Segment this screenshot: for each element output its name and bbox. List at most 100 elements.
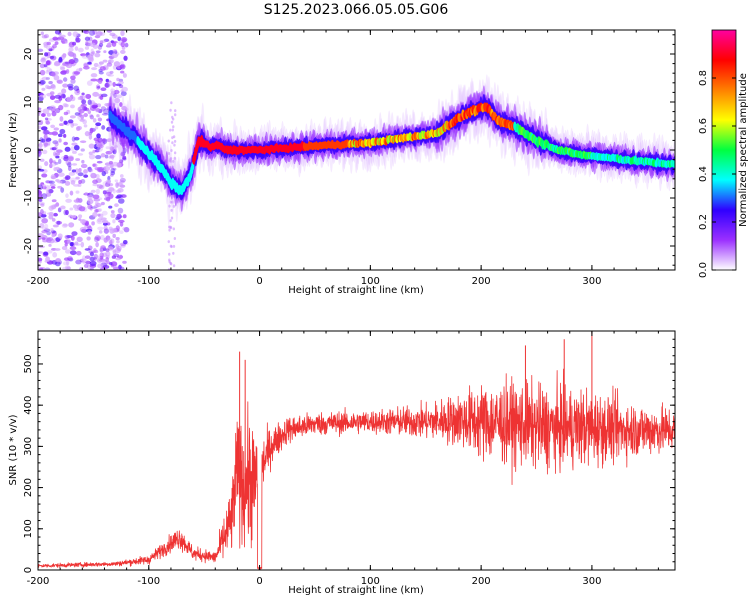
spectrogram-noise-cell (113, 61, 121, 67)
spectrogram-noise-cell (100, 234, 105, 241)
spectrogram-noise-cell (39, 119, 44, 125)
spectrogram-noise-cell (117, 198, 125, 204)
spectrogram-noise-cell (43, 33, 50, 39)
spectrogram-noise-cell (109, 70, 114, 74)
spectrogram-noise-cell (55, 220, 63, 225)
spectrogram-noise-cell (39, 80, 46, 85)
spectrogram-noise-cell (110, 90, 115, 96)
spectrogram-noise-cell (122, 239, 128, 245)
spectrogram-noise-cell (120, 194, 127, 198)
spectrogram-noise-cell (75, 176, 80, 180)
spectrogram-noise-cell (98, 42, 104, 47)
spectrogram-noise-cell (95, 242, 99, 248)
spectrogram-noise-cell (84, 36, 91, 42)
spectrogram-noise-cell (53, 204, 57, 208)
spectrogram-noise-cell (168, 252, 171, 256)
spectrogram-noise-cell (87, 198, 94, 205)
spectrogram-noise-cell (80, 53, 87, 57)
spectrogram-noise-cell (93, 62, 99, 68)
spectrogram-noise-cell (168, 204, 171, 208)
spectrogram-noise-cell (50, 186, 56, 189)
spectrogram-noise-cell (73, 199, 80, 203)
spectrogram-noise-cell (122, 157, 127, 161)
spectrogram-noise-cell (70, 179, 76, 185)
spectrogram-ytick-label: 10 (23, 96, 34, 109)
spectrogram-noise-cell (59, 116, 64, 122)
spectrogram-noise-cell (104, 196, 111, 201)
spectrogram-ytick-label: 0 (23, 147, 34, 153)
spectrogram-noise-cell (61, 223, 68, 228)
spectrogram-noise-cell (112, 167, 117, 171)
spectrogram-noise-cell (75, 190, 80, 194)
spectrogram-noise-cell (60, 66, 66, 71)
spectrogram-noise-cell (43, 142, 47, 148)
spectrogram-noise-cell (80, 219, 86, 224)
spectrogram-noise-cell (87, 230, 92, 235)
spectrogram-noise-cell (118, 181, 123, 187)
spectrogram-noise-cell (97, 213, 101, 217)
spectrogram-noise-cell (62, 102, 68, 108)
spectrogram-noise-cell (78, 214, 83, 219)
spectrogram-noise-cell (115, 189, 121, 194)
colorbar-tick-label: 0.6 (698, 118, 709, 134)
spectrogram-noise-cell (51, 72, 56, 77)
spectrogram-noise-cell (94, 235, 102, 241)
spectrogram-noise-cell (124, 42, 129, 48)
spectrogram-noise-cell (96, 184, 103, 189)
spectrogram-noise-cell (80, 148, 85, 152)
spectrogram-noise-cell (94, 149, 100, 153)
spectrogram-noise-cell (71, 169, 77, 173)
spectrogram-noise-cell (97, 208, 103, 212)
spectrogram-noise-cell (54, 142, 59, 147)
spectrogram-noise-cell (98, 71, 104, 75)
spectrogram-noise-cell (67, 31, 72, 37)
spectrogram-noise-cell (68, 44, 75, 49)
spectrogram-noise-cell (169, 108, 172, 112)
spectrogram-noise-cell (172, 204, 176, 208)
spectrogram-noise-cell (53, 62, 61, 67)
spectrogram-noise-cell (53, 212, 58, 217)
spectrogram-noise-cell (85, 41, 89, 46)
spectrogram-noise-cell (97, 255, 101, 260)
spectrogram-noise-cell (90, 206, 98, 209)
spectrogram-noise-cell (97, 217, 102, 223)
spectrogram-noise-cell (46, 66, 51, 73)
spectrogram-noise-cell (78, 179, 82, 185)
spectrogram-noise-cell (116, 240, 120, 244)
spectrogram-noise-cell (49, 95, 56, 100)
spectrogram-noise-cell (97, 226, 104, 231)
spectrogram-noise-cell (95, 188, 100, 195)
snr-xtick-label: 300 (582, 576, 601, 587)
spectrogram-noise-cell (88, 134, 93, 140)
spectrogram-noise-cell (70, 78, 76, 84)
spectrogram-noise-cell (95, 31, 103, 37)
spectrogram-noise-cell (64, 181, 71, 186)
snr-plot-area (38, 331, 675, 570)
spectrogram-noise-cell (38, 192, 43, 198)
spectrogram-noise-cell (96, 133, 101, 139)
spectrogram-noise-cell (115, 83, 122, 87)
spectrogram-noise-cell (100, 106, 107, 111)
spectrogram-noise-cell (43, 64, 48, 68)
spectrogram-noise-cell (89, 114, 94, 120)
spectrogram-noise-cell (57, 133, 63, 138)
spectrogram-noise-cell (81, 159, 85, 164)
spectrogram-noise-cell (107, 175, 111, 181)
spectrogram-noise-cell (66, 96, 72, 103)
spectrogram-noise-cell (122, 227, 128, 231)
spectrogram-noise-cell (110, 238, 115, 244)
spectrogram-noise-cell (71, 123, 79, 127)
spectrogram-noise-cell (171, 141, 174, 145)
spectrogram-noise-cell (78, 167, 82, 173)
spectrogram-noise-cell (77, 172, 84, 177)
spectrogram-noise-cell (95, 84, 101, 90)
spectrogram-noise-cell (108, 205, 113, 209)
spectrogram-noise-cell (119, 60, 124, 66)
colorbar-label: Normalized spectral amplitude (738, 73, 749, 227)
spectrogram-noise-cell (112, 266, 120, 270)
spectrogram-noise-cell (56, 79, 63, 84)
spectrogram-noise-cell (100, 201, 105, 206)
spectrogram-noise-cell (48, 80, 53, 85)
spectrogram-noise-cell (53, 74, 60, 81)
spectrogram-noise-cell (80, 103, 87, 107)
